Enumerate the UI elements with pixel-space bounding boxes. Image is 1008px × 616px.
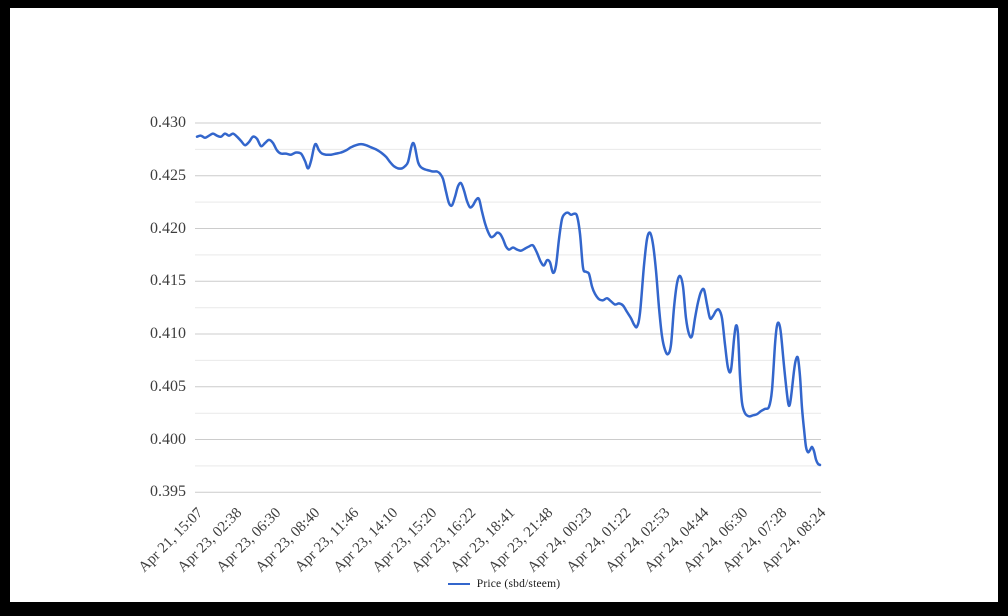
y-tick-label: 0.425 xyxy=(150,166,186,184)
y-tick-label: 0.415 xyxy=(150,272,186,290)
y-tick-label: 0.420 xyxy=(150,219,186,237)
legend-label: Price (sbd/steem) xyxy=(476,578,561,590)
y-tick-label: 0.400 xyxy=(150,430,186,448)
y-tick-label: 0.430 xyxy=(150,114,186,131)
y-tick-label: 0.405 xyxy=(150,377,186,395)
price-line xyxy=(195,132,822,467)
y-tick-label: 0.410 xyxy=(150,325,186,342)
legend: Price (sbd/steem) xyxy=(0,578,1008,590)
y-tick-label: 0.395 xyxy=(150,483,186,501)
legend-line-icon xyxy=(447,583,470,585)
